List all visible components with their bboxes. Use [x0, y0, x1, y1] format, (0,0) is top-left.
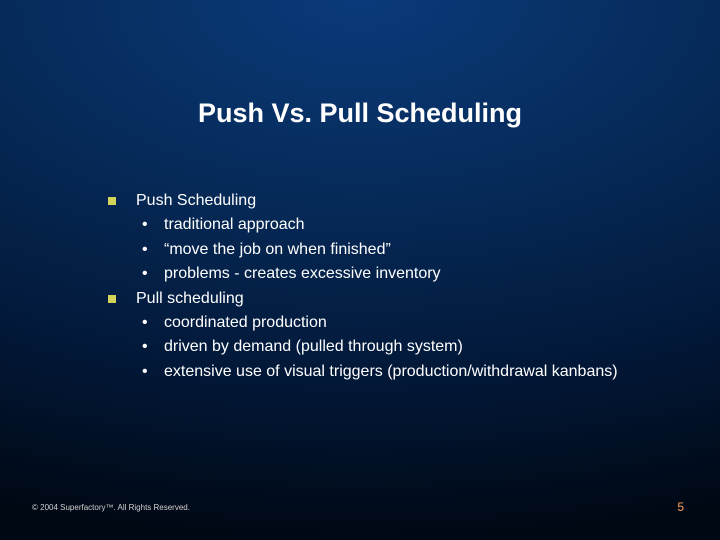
page-number: 5 — [677, 500, 684, 514]
bullet-icon: • — [142, 214, 148, 236]
list-subitem: • “move the job on when finished” — [108, 239, 640, 261]
list-item-label: Pull scheduling — [136, 290, 244, 307]
list-subitem-label: driven by demand (pulled through system) — [164, 338, 463, 355]
slide-content: Push Scheduling • traditional approach •… — [108, 190, 640, 385]
bullet-icon: • — [142, 336, 148, 358]
square-bullet-icon — [108, 197, 116, 205]
copyright-footer: © 2004 Superfactory™. All Rights Reserve… — [32, 503, 190, 512]
bullet-icon: • — [142, 361, 148, 383]
bullet-icon: • — [142, 312, 148, 334]
list-subitem: • problems - creates excessive inventory — [108, 263, 640, 285]
list-subitem: • extensive use of visual triggers (prod… — [108, 361, 640, 383]
list-item: Pull scheduling — [108, 288, 640, 310]
bullet-icon: • — [142, 239, 148, 261]
bullet-icon: • — [142, 263, 148, 285]
list-item-label: Push Scheduling — [136, 192, 256, 209]
list-subitem: • traditional approach — [108, 214, 640, 236]
list-subitem: • driven by demand (pulled through syste… — [108, 336, 640, 358]
list-subitem-label: coordinated production — [164, 314, 327, 331]
list-subitem-label: traditional approach — [164, 216, 305, 233]
slide-title: Push Vs. Pull Scheduling — [0, 98, 720, 129]
list-subitem-label: extensive use of visual triggers (produc… — [164, 363, 618, 380]
list-subitem-label: problems - creates excessive inventory — [164, 265, 441, 282]
list-item: Push Scheduling — [108, 190, 640, 212]
list-subitem: • coordinated production — [108, 312, 640, 334]
square-bullet-icon — [108, 295, 116, 303]
list-subitem-label: “move the job on when finished” — [164, 241, 391, 258]
slide: Push Vs. Pull Scheduling Push Scheduling… — [0, 0, 720, 540]
